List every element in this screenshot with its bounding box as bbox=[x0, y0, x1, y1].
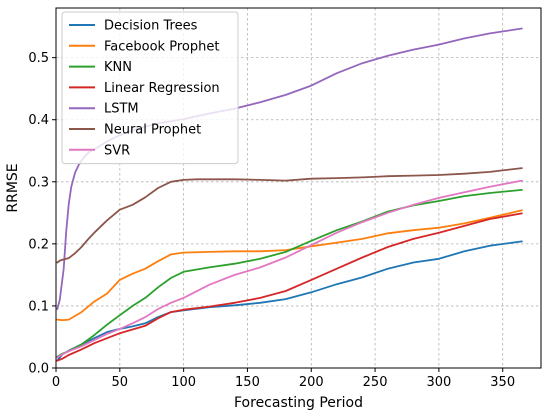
axis-ticks: 0 50 100 150 200 250 300 350 0.0 0.1 0.2 0.3 0.4 0.5 bbox=[28, 51, 515, 390]
x-tick-label: 50 bbox=[112, 375, 129, 390]
series-line-linear-regression bbox=[56, 212, 523, 362]
series-line-svr bbox=[56, 179, 523, 359]
legend-label: SVR bbox=[104, 143, 130, 158]
legend-label: Neural Prophet bbox=[104, 123, 201, 138]
y-tick-label: 0.0 bbox=[28, 362, 49, 377]
legend-label: Facebook Prophet bbox=[104, 39, 219, 54]
y-tick-label: 0.3 bbox=[28, 175, 49, 190]
legend: Decision Trees Facebook Prophet KNN Linear … bbox=[61, 11, 239, 165]
x-tick-label: 350 bbox=[490, 375, 515, 390]
plot-frame bbox=[55, 7, 542, 369]
legend-label: Decision Trees bbox=[104, 19, 198, 34]
legend-label: Linear Regression bbox=[104, 81, 220, 96]
y-tick-label: 0.4 bbox=[28, 113, 49, 128]
x-tick-label: 100 bbox=[171, 375, 196, 390]
series-lines bbox=[56, 27, 523, 362]
series-line-facebook-prophet bbox=[56, 209, 523, 322]
y-axis-label: RRMSE bbox=[5, 163, 21, 212]
y-tick-label: 0.2 bbox=[28, 237, 49, 252]
series-line-neural-prophet bbox=[56, 167, 523, 264]
legend-label: KNN bbox=[104, 60, 132, 75]
x-axis-label: Forecasting Period bbox=[234, 395, 363, 411]
y-tick-label: 0.5 bbox=[28, 51, 49, 66]
x-tick-label: 300 bbox=[426, 375, 451, 390]
x-tick-label: 150 bbox=[235, 375, 260, 390]
x-tick-label: 250 bbox=[363, 375, 388, 390]
x-tick-label: 0 bbox=[52, 375, 60, 390]
x-tick-label: 200 bbox=[299, 375, 324, 390]
legend-box bbox=[61, 11, 239, 165]
y-tick-label: 0.1 bbox=[28, 299, 49, 314]
legend-label: LSTM bbox=[104, 102, 139, 117]
